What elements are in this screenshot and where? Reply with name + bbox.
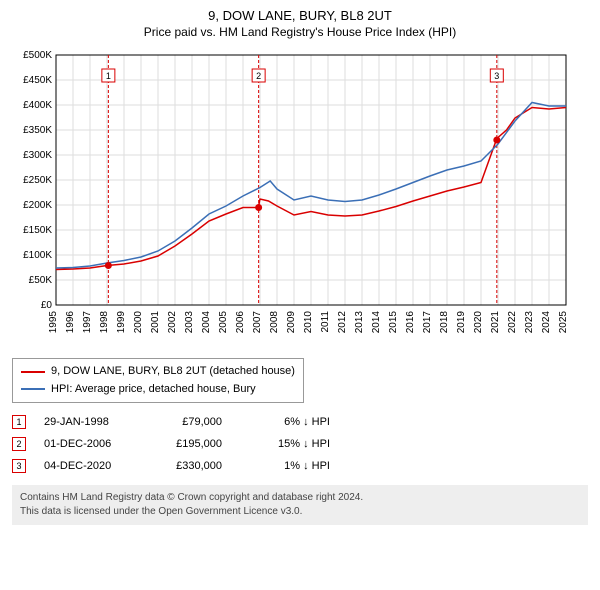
svg-text:2008: 2008 [269, 311, 280, 334]
sale-marker-box: 1 [12, 415, 26, 429]
svg-text:£400K: £400K [23, 100, 52, 111]
svg-text:2015: 2015 [388, 311, 399, 334]
svg-text:2012: 2012 [337, 311, 348, 334]
svg-text:2001: 2001 [150, 311, 161, 334]
svg-text:2: 2 [256, 71, 261, 81]
sale-date: 04-DEC-2020 [44, 455, 134, 477]
svg-text:2009: 2009 [286, 311, 297, 334]
footer-line-1: Contains HM Land Registry data © Crown c… [20, 491, 580, 505]
svg-text:1995: 1995 [48, 311, 59, 334]
svg-text:2002: 2002 [167, 311, 178, 334]
legend-label: HPI: Average price, detached house, Bury [51, 381, 256, 399]
price-chart-svg: £0 £50K £100K £150K £200K £250K £300K £350K £400… [12, 47, 572, 347]
svg-text:2019: 2019 [456, 311, 467, 334]
sale-marker-box: 3 [12, 459, 26, 473]
sale-hpi-delta: 6% ↓ HPI [240, 411, 330, 433]
svg-text:2003: 2003 [184, 311, 195, 334]
svg-text:1: 1 [106, 71, 111, 81]
sale-row: 1 29-JAN-1998 £79,000 6% ↓ HPI [12, 411, 588, 433]
footer-line-2: This data is licensed under the Open Gov… [20, 505, 580, 519]
svg-text:1996: 1996 [65, 311, 76, 334]
sales-table: 1 29-JAN-1998 £79,000 6% ↓ HPI 2 01-DEC-2006 £… [12, 411, 588, 477]
svg-text:2018: 2018 [439, 311, 450, 334]
svg-text:2006: 2006 [235, 311, 246, 334]
svg-text:£300K: £300K [23, 150, 52, 161]
chart-subtitle: Price paid vs. HM Land Registry's House … [12, 25, 588, 39]
svg-text:2004: 2004 [201, 311, 212, 334]
sale-hpi-delta: 1% ↓ HPI [240, 455, 330, 477]
svg-text:£450K: £450K [23, 75, 52, 86]
svg-text:3: 3 [494, 71, 499, 81]
sale-row: 2 01-DEC-2006 £195,000 15% ↓ HPI [12, 433, 588, 455]
svg-text:1998: 1998 [99, 311, 110, 334]
sale-marker-box: 2 [12, 437, 26, 451]
svg-text:2007: 2007 [252, 311, 263, 334]
svg-text:1997: 1997 [82, 311, 93, 334]
sale-hpi-delta: 15% ↓ HPI [240, 433, 330, 455]
svg-text:2023: 2023 [524, 311, 535, 334]
svg-text:2013: 2013 [354, 311, 365, 334]
svg-text:2017: 2017 [422, 311, 433, 334]
svg-text:2024: 2024 [541, 311, 552, 334]
svg-text:2020: 2020 [473, 311, 484, 334]
svg-text:£50K: £50K [29, 275, 53, 286]
svg-text:£250K: £250K [23, 175, 52, 186]
sale-row: 3 04-DEC-2020 £330,000 1% ↓ HPI [12, 455, 588, 477]
svg-text:2005: 2005 [218, 311, 229, 334]
svg-text:£150K: £150K [23, 225, 52, 236]
svg-text:2014: 2014 [371, 311, 382, 334]
svg-text:2016: 2016 [405, 311, 416, 334]
svg-text:2021: 2021 [490, 311, 501, 334]
chart-area: £0 £50K £100K £150K £200K £250K £300K £350K £400… [12, 47, 588, 352]
svg-text:£350K: £350K [23, 125, 52, 136]
legend-item: 9, DOW LANE, BURY, BL8 2UT (detached hou… [21, 363, 295, 381]
svg-text:£200K: £200K [23, 200, 52, 211]
data-attribution-footer: Contains HM Land Registry data © Crown c… [12, 485, 588, 525]
sale-price: £330,000 [152, 455, 222, 477]
svg-text:2025: 2025 [558, 311, 569, 334]
legend-box: 9, DOW LANE, BURY, BL8 2UT (detached hou… [12, 358, 304, 403]
svg-text:2010: 2010 [303, 311, 314, 334]
svg-text:1999: 1999 [116, 311, 127, 334]
svg-text:£100K: £100K [23, 250, 52, 261]
legend-swatch [21, 371, 45, 373]
sale-price: £79,000 [152, 411, 222, 433]
svg-text:2011: 2011 [320, 311, 331, 333]
sale-date: 01-DEC-2006 [44, 433, 134, 455]
legend-swatch [21, 388, 45, 390]
sale-price: £195,000 [152, 433, 222, 455]
svg-text:£500K: £500K [23, 50, 52, 61]
legend-item: HPI: Average price, detached house, Bury [21, 381, 295, 399]
svg-text:£0: £0 [41, 300, 53, 311]
svg-text:2000: 2000 [133, 311, 144, 334]
legend-label: 9, DOW LANE, BURY, BL8 2UT (detached hou… [51, 363, 295, 381]
svg-text:2022: 2022 [507, 311, 518, 334]
chart-title: 9, DOW LANE, BURY, BL8 2UT [12, 8, 588, 23]
sale-date: 29-JAN-1998 [44, 411, 134, 433]
